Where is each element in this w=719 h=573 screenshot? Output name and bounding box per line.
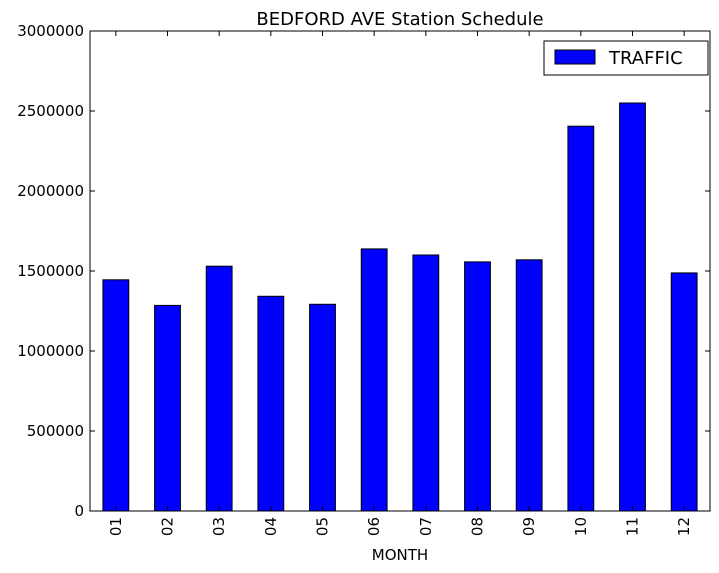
legend: TRAFFIC: [543, 40, 709, 76]
x-tick-label: 09: [520, 517, 538, 536]
legend-label: TRAFFIC: [608, 48, 683, 69]
y-tick-label: 2000000: [17, 182, 84, 200]
bar-11: [619, 102, 646, 512]
y-tick-label: 3000000: [17, 22, 84, 40]
legend-swatch: [554, 49, 596, 65]
bar-09: [515, 259, 543, 512]
x-tick-label: 06: [365, 517, 383, 536]
bar-05: [309, 303, 336, 512]
bar-04: [257, 295, 285, 512]
x-axis-title: MONTH: [372, 546, 428, 564]
bar-12: [670, 272, 698, 512]
plot-frame: [89, 30, 711, 512]
plot-area: 0 500000 1000000 1500000 2000000 2500000 30000…: [17, 22, 711, 536]
x-tick-label: 01: [107, 517, 125, 536]
x-tick-label: 08: [469, 517, 487, 536]
x-tick-label: 02: [159, 517, 177, 536]
x-tick-label: 05: [314, 517, 332, 536]
y-tick-label: 1500000: [17, 262, 84, 280]
y-tick-label: 1000000: [17, 342, 84, 360]
bar-01: [102, 279, 130, 512]
bar-08: [464, 261, 491, 512]
chart-title: BEDFORD AVE Station Schedule: [256, 9, 543, 30]
y-tick-label: 0: [74, 502, 84, 520]
x-tick-label: 11: [624, 517, 642, 536]
bar-06: [360, 248, 388, 512]
x-tick-label: 07: [417, 517, 435, 536]
bar-02: [154, 304, 181, 512]
x-tick-label: 03: [210, 517, 228, 536]
y-tick-label: 2500000: [17, 102, 84, 120]
bar-10: [567, 125, 595, 512]
bar-07: [412, 254, 440, 512]
x-tick-label: 12: [675, 517, 693, 536]
y-tick-label: 500000: [27, 422, 84, 440]
x-tick-label: 04: [262, 517, 280, 536]
x-tick-label: 10: [572, 517, 590, 536]
bar-03: [205, 265, 233, 512]
